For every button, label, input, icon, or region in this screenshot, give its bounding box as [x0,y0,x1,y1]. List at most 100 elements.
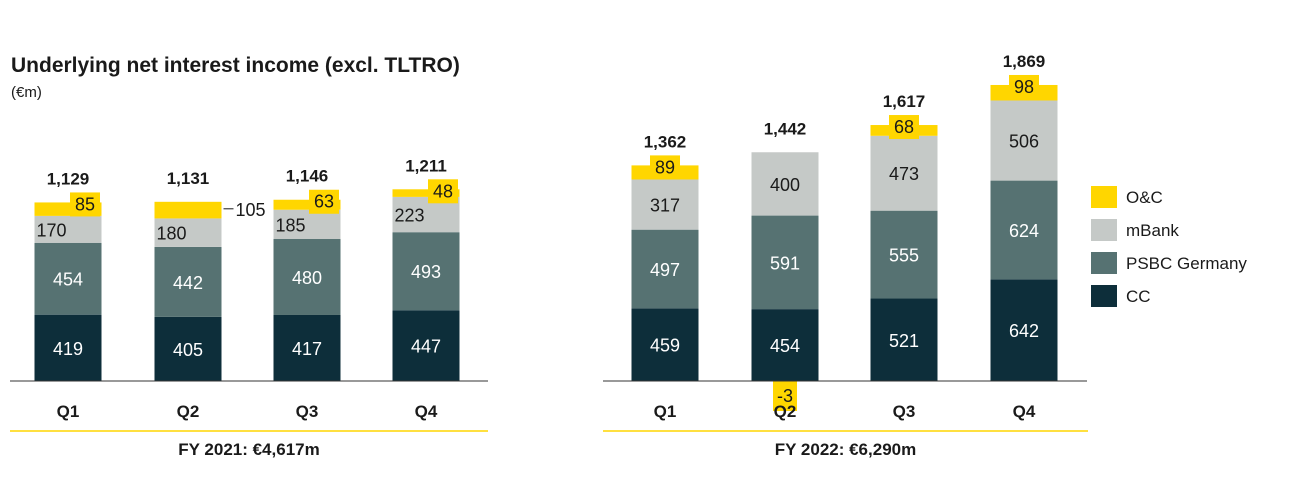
bar-segment [990,180,1058,280]
axis: Q1 Q2 Q3 Q4 Q1 Q2 Q3 Q4 FY 2021: €4,617m FY 2022:… [10,380,1088,459]
bar-segment [870,135,938,211]
data-label: 506 [1009,132,1039,152]
data-label: 642 [1009,321,1039,341]
legend-swatch [1091,285,1117,307]
bar-segment [870,210,938,299]
legend-label: O&C [1126,188,1163,207]
data-label: 63 [314,192,334,212]
bar-segment [751,152,819,216]
bar-segment [34,215,102,243]
total-label: 1,211 [405,156,447,175]
legend: O&C mBank PSBC Germany CC [1091,186,1247,307]
data-label: 85 [75,194,95,214]
category-label: Q3 [893,402,916,421]
data-label: 459 [650,336,680,356]
label-box [70,192,100,217]
label-box [428,179,458,204]
data-label: 68 [894,117,914,137]
bar-stack: 405 442 180 105 1,131 [154,169,266,381]
bar-segment [631,179,699,230]
bar-segment [273,209,341,240]
data-label: 180 [157,224,187,244]
data-label: 555 [889,246,919,266]
label-box [889,115,919,140]
bar-segment [154,316,222,381]
bar-segment [154,201,222,219]
bar-segment [773,381,797,411]
data-label: 473 [889,164,919,184]
group-label: FY 2022: €6,290m [775,440,916,459]
bar-segment [392,232,460,311]
total-label: 1,362 [644,132,687,151]
data-label: -3 [777,386,793,406]
legend-label: mBank [1126,221,1179,240]
bar-segment [154,246,222,317]
bar-segment [631,229,699,309]
bars: 419 454 170 85 1,129 405 442 180 105 1,131 417 480 1… [34,52,1058,411]
group-label: FY 2021: €4,617m [178,440,319,459]
bar-stack: 642 624 506 98 1,869 [990,52,1058,381]
data-label: 400 [770,175,800,195]
bar-segment [273,314,341,381]
bar-segment [154,218,222,247]
label-box [1009,74,1039,99]
data-label: 105 [236,200,266,220]
data-label: 419 [53,339,83,359]
data-label: 521 [889,331,919,351]
category-label: Q2 [774,402,797,421]
label-box [309,189,339,214]
data-label: 454 [770,336,800,356]
category-label: Q2 [177,402,200,421]
bar-segment [392,189,460,197]
data-label: 624 [1009,221,1039,241]
data-label: 591 [770,253,800,273]
chart-subtitle: (€m) [11,84,42,101]
bar-stack: 459 497 317 89 1,362 [631,132,699,381]
bar-segment [990,279,1058,381]
bar-segment [751,309,819,381]
bar-segment [273,239,341,315]
total-label: 1,129 [47,169,90,188]
legend-label: PSBC Germany [1126,254,1247,273]
data-label: 185 [276,215,306,235]
category-label: Q1 [57,402,80,421]
data-label: 454 [53,270,83,290]
data-label: 480 [292,268,322,288]
bar-segment [990,100,1058,181]
bar-segment [631,308,699,381]
bar-stack: 419 454 170 85 1,129 [34,169,102,381]
total-label: 1,617 [883,92,926,111]
total-label: 1,131 [167,169,210,188]
label-box [650,155,680,180]
data-label: 417 [292,339,322,359]
bar-stack: 417 480 185 63 1,146 [273,167,341,381]
total-label: 1,146 [286,167,329,186]
legend-swatch [1091,252,1117,274]
data-label: 317 [650,196,680,216]
data-label: 170 [37,220,67,240]
bar-segment [34,242,102,315]
data-label: 89 [655,157,675,177]
bar-stack: -3 454 591 400 1,442 [751,119,819,411]
data-label: 98 [1014,77,1034,97]
category-label: Q4 [415,402,438,421]
data-label: 405 [173,340,203,360]
legend-swatch [1091,186,1117,208]
bar-segment [273,199,341,210]
bar-stack: 521 555 473 68 1,617 [870,92,938,381]
chart-title: Underlying net interest income (excl. TL… [11,54,460,77]
legend-label: CC [1126,287,1151,306]
bar-segment [870,298,938,381]
bar-segment [34,314,102,381]
data-label: 442 [173,273,203,293]
data-label: 48 [433,181,453,201]
bar-stack: 447 493 223 48 1,211 [392,156,460,381]
category-label: Q4 [1013,402,1036,421]
total-label: 1,442 [764,119,807,138]
bar-segment [751,215,819,310]
data-label: 223 [395,206,425,226]
legend-swatch [1091,219,1117,241]
category-label: Q1 [654,402,677,421]
bar-segment [392,310,460,381]
